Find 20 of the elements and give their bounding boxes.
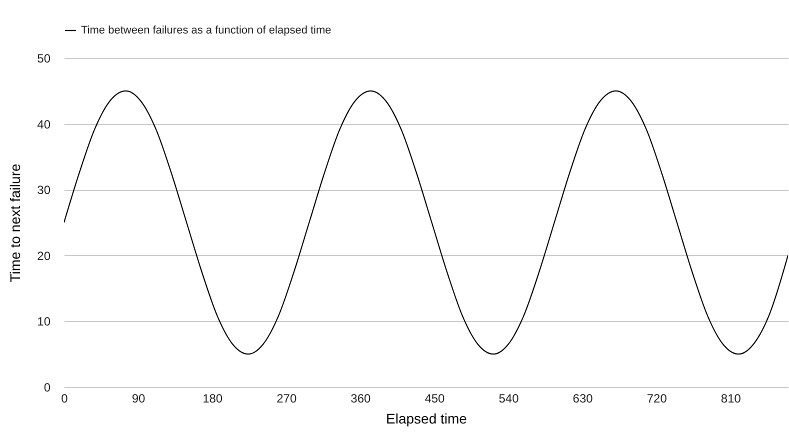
y-tick-label: 0 — [44, 380, 51, 394]
x-tick-label: 270 — [276, 392, 297, 406]
line-series — [64, 90, 788, 355]
x-tick-label: 0 — [61, 392, 68, 406]
y-tick-label: 20 — [37, 248, 51, 263]
x-axis-title: Elapsed time — [386, 410, 468, 426]
x-tick-label: 360 — [350, 392, 372, 406]
y-tick-label: 30 — [37, 183, 51, 198]
y-axis-title: Time to next failure — [7, 164, 24, 282]
x-tick-label: 810 — [720, 392, 742, 406]
x-tick-label: 450 — [424, 392, 446, 406]
x-tick-label: 180 — [202, 392, 223, 406]
y-tick-label: 40 — [37, 117, 51, 132]
y-tick-label: 10 — [37, 314, 51, 329]
x-tick-label: 540 — [498, 392, 520, 406]
legend-label: Time between failures as a function of elapsed time — [81, 24, 332, 36]
x-tick-label: 90 — [132, 392, 146, 406]
x-tick-label: 720 — [646, 392, 668, 406]
x-tick-label: 630 — [572, 392, 594, 406]
y-tick-label: 50 — [37, 52, 51, 66]
